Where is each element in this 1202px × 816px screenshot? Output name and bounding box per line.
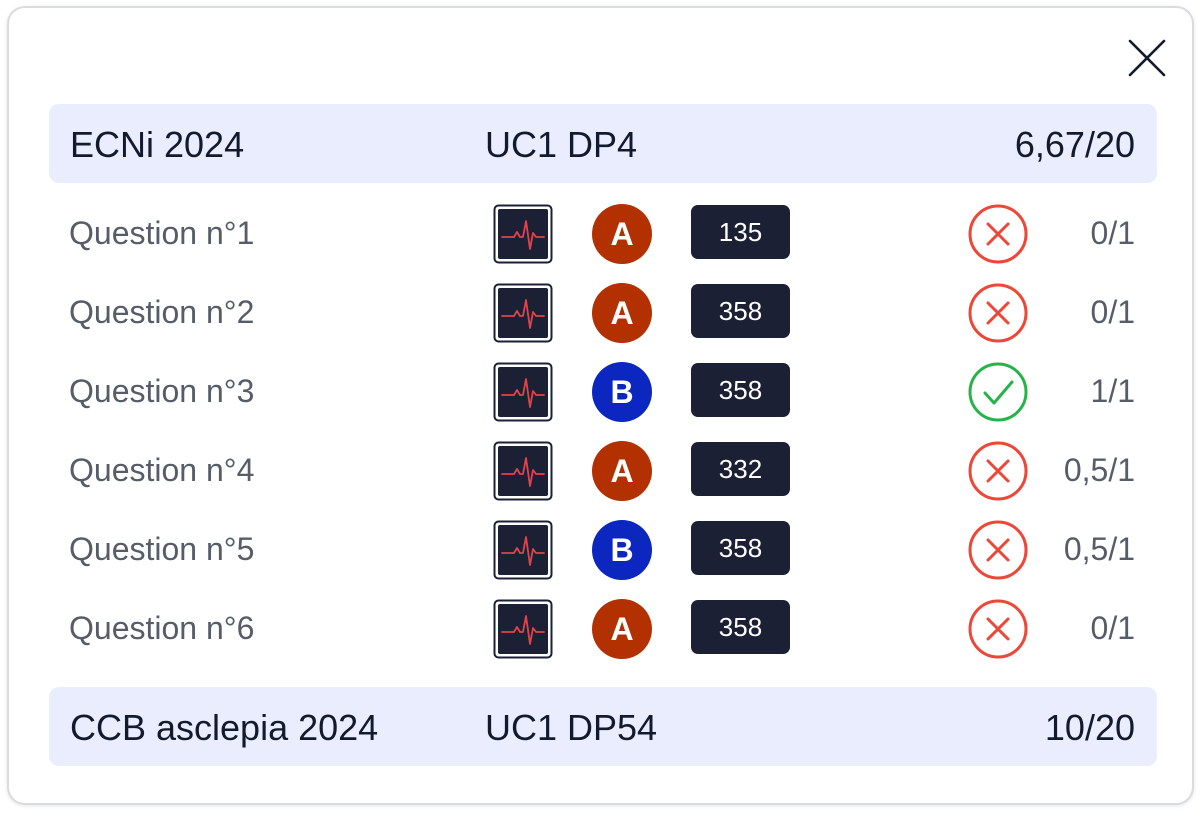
question-row[interactable]: Question n°4 A 332 0,5/1 xyxy=(49,431,1157,510)
rank-badge: A xyxy=(592,283,652,343)
question-row[interactable]: Question n°6 A 358 0/1 xyxy=(49,589,1157,668)
question-row[interactable]: Question n°5 B 358 0,5/1 xyxy=(49,510,1157,589)
question-row[interactable]: Question n°2 A 358 0/1 xyxy=(49,273,1157,352)
question-score: 0/1 xyxy=(1090,610,1135,646)
group-code: UC1 DP54 xyxy=(485,707,658,748)
question-label: Question n°4 xyxy=(69,452,255,488)
question-label: Question n°1 xyxy=(69,215,255,251)
x-circle-icon xyxy=(967,282,1029,344)
question-score: 0,5/1 xyxy=(1063,452,1135,488)
question-row[interactable]: Question n°3 B 358 1/1 xyxy=(49,352,1157,431)
x-circle-icon xyxy=(967,598,1029,660)
x-circle-icon xyxy=(967,203,1029,265)
rank-badge: B xyxy=(592,520,652,580)
close-button[interactable] xyxy=(1127,38,1167,78)
group-title: ECNi 2024 xyxy=(70,124,245,165)
group-score: 10/20 xyxy=(1044,707,1135,748)
group-header-ecni-2024[interactable]: ECNi 2024 UC1 DP4 6,67/20 xyxy=(49,104,1157,183)
item-number-chip[interactable]: 358 xyxy=(691,600,790,654)
ecg-monitor-icon xyxy=(493,599,553,659)
ecg-monitor-icon xyxy=(493,441,553,501)
check-circle-icon xyxy=(967,361,1029,423)
item-number-chip[interactable]: 358 xyxy=(691,284,790,338)
ecg-monitor-icon xyxy=(493,362,553,422)
item-number-chip[interactable]: 358 xyxy=(691,521,790,575)
question-label: Question n°5 xyxy=(69,531,255,567)
ecg-monitor-icon xyxy=(493,204,553,264)
x-circle-icon xyxy=(967,440,1029,502)
question-score: 0/1 xyxy=(1090,294,1135,330)
item-number-chip[interactable]: 358 xyxy=(691,363,790,417)
group-title: CCB asclepia 2024 xyxy=(70,707,379,748)
results-modal: ECNi 2024 UC1 DP4 6,67/20 Question n°1 A 1… xyxy=(7,6,1194,805)
question-row[interactable]: Question n°1 A 135 0/1 xyxy=(49,194,1157,273)
rank-badge: A xyxy=(592,599,652,659)
question-score: 1/1 xyxy=(1090,373,1135,409)
item-number-chip[interactable]: 332 xyxy=(691,442,790,496)
question-score: 0,5/1 xyxy=(1063,531,1135,567)
ecg-monitor-icon xyxy=(493,283,553,343)
question-label: Question n°6 xyxy=(69,610,255,646)
close-icon xyxy=(1128,39,1166,77)
group-header-ccb-asclepia-2024[interactable]: CCB asclepia 2024 UC1 DP54 10/20 xyxy=(49,687,1157,766)
question-score: 0/1 xyxy=(1090,215,1135,251)
group-score: 6,67/20 xyxy=(1014,124,1135,165)
rank-badge: A xyxy=(592,204,652,264)
question-label: Question n°3 xyxy=(69,373,255,409)
item-number-chip[interactable]: 135 xyxy=(691,205,790,259)
rank-badge: B xyxy=(592,362,652,422)
x-circle-icon xyxy=(967,519,1029,581)
question-label: Question n°2 xyxy=(69,294,255,330)
rank-badge: A xyxy=(592,441,652,501)
group-code: UC1 DP4 xyxy=(485,124,638,165)
ecg-monitor-icon xyxy=(493,520,553,580)
